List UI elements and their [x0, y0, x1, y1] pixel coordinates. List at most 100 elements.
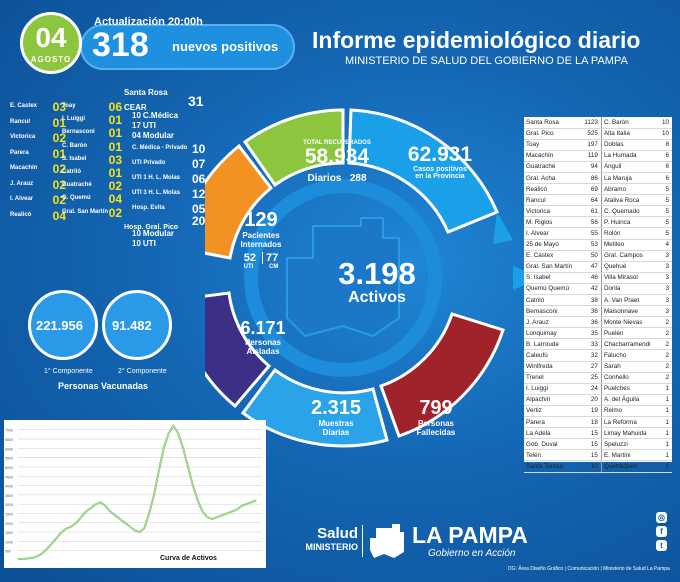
- segment-positives: [347, 108, 499, 234]
- locality-name: J. Arauz: [524, 316, 581, 329]
- locality-name: C. Quemado: [601, 205, 659, 218]
- table-row: E. Castex 50 Gral. Campos 3: [524, 250, 672, 262]
- sub-name: Modular: [142, 229, 175, 238]
- locality-count: 18: [580, 416, 602, 429]
- locality-name: Gob. Duval: [524, 438, 581, 451]
- deaths-block: 799 Personas Fallecidas: [396, 398, 476, 438]
- series-point: [36, 555, 39, 557]
- segment-samples: [240, 367, 389, 448]
- locality-name: Limay Mahuida: [601, 427, 659, 440]
- locality-name: Victorica: [524, 205, 581, 218]
- series-point: [197, 499, 199, 502]
- locality-name: La Adela: [524, 427, 581, 440]
- gral-pico-items: 10 Modular 10 UTI: [132, 229, 224, 249]
- locality-name: Relmo: [601, 405, 659, 418]
- series-point: [250, 501, 252, 503]
- series-point: [177, 432, 179, 435]
- segment-isolated: [205, 291, 272, 409]
- cm-label: CM: [269, 264, 279, 270]
- table-row: 25 de Mayo 53 Metileo 4: [524, 239, 672, 251]
- hospital-row: Victorica 02: [4, 131, 66, 147]
- locality-count: 24: [580, 383, 602, 395]
- table-row: Santa Rosa 1123 C. Barón 10: [524, 117, 672, 129]
- locality-name: Falucho: [601, 349, 659, 362]
- recovered-value: 58.934: [304, 145, 370, 168]
- locality-name: Vertiz: [524, 405, 581, 418]
- y-tick-label: 6500: [5, 438, 13, 442]
- locality-name: Bernasconi: [524, 305, 581, 318]
- locality-count: 1123: [580, 117, 602, 129]
- hospital-name: UTI 3 H. L. Molas: [132, 190, 181, 196]
- recovered-label: TOTAL RECUPERADOS: [303, 140, 371, 146]
- locality-count: 38: [580, 294, 602, 307]
- locality-count: 15: [580, 427, 602, 440]
- series-point: [85, 511, 87, 513]
- locality-name: Villa Mirasol: [601, 272, 659, 284]
- facebook-icon[interactable]: f: [656, 526, 667, 537]
- hospital-list-right: Santa Rosa CEAR 31 10 C.Médica 17 UTI 04 Modu…: [124, 88, 224, 249]
- table-row: Bernasconi 36 Maisonnave 3: [524, 305, 672, 318]
- table-row: Gral. San Martín 47 Quehué 3: [524, 261, 672, 273]
- hospital-name: J. Arauz: [10, 180, 34, 187]
- locality-count: 15: [580, 438, 602, 451]
- series-point: [167, 432, 170, 435]
- table-row: Gral. Pico 525 Alta Italia 10: [524, 128, 672, 140]
- active-value: 3.198: [338, 256, 416, 291]
- sub-row: 17 UTI: [132, 121, 224, 131]
- hospital-row: Catriló 01: [56, 166, 122, 180]
- series-point: [255, 499, 257, 502]
- hospital-row: Macachín 02: [4, 162, 66, 178]
- active-block: 3.198 Activos: [322, 258, 432, 307]
- vaccine-first-circle: [28, 290, 98, 360]
- vaccine-second-label: 2° Componente: [118, 368, 167, 375]
- twitter-icon[interactable]: t: [656, 540, 667, 551]
- locality-count: 3: [658, 261, 672, 273]
- locality-name: Catriló: [524, 294, 581, 307]
- hospital-row: I. Luiggi 01: [56, 113, 122, 127]
- locality-count: 3: [658, 305, 672, 318]
- locality-count: 10: [658, 117, 672, 129]
- locality-name: Gral. San Martín: [524, 261, 581, 273]
- hospital-count: 01: [52, 115, 66, 130]
- cear-label: CEAR: [124, 103, 147, 112]
- locality-name: I. Alvear: [524, 227, 581, 240]
- locality-count: 6: [658, 150, 672, 162]
- locality-count: 119: [580, 150, 602, 162]
- date-month: AGOSTO: [30, 55, 72, 64]
- isolated-label-1: Personas: [244, 338, 282, 347]
- table-row: La Adela 15 Limay Mahuida 1: [524, 427, 672, 440]
- hospital-name: Toay: [62, 103, 76, 109]
- positives-label-2: en la Provincia: [415, 173, 465, 180]
- instagram-icon[interactable]: ◎: [656, 512, 667, 523]
- hospital-name: Rancul: [10, 118, 31, 125]
- y-tick-label: 5500: [5, 457, 13, 461]
- locality-count: 1: [658, 405, 672, 418]
- recovered-daily-value: 288: [349, 173, 367, 184]
- series-point: [75, 522, 77, 524]
- sub-count: 04: [132, 131, 141, 140]
- table-row: Vertiz 19 Relmo 1: [524, 405, 672, 418]
- locality-table: Santa Rosa 1123 C. Barón 10 Gral. Pico 525 Alt…: [524, 117, 672, 473]
- locality-count: 3: [658, 272, 672, 284]
- hospitalized-value: 129: [244, 209, 278, 231]
- hospital-count: 07: [192, 157, 206, 171]
- locality-count: 27: [580, 361, 602, 373]
- locality-name: M. Riglos: [524, 216, 581, 229]
- series-point: [163, 447, 165, 449]
- positives-label-1: Casos positivos: [413, 166, 467, 173]
- locality-count: 8: [658, 139, 672, 151]
- hospitalized-label-1: Pacientes: [242, 231, 280, 240]
- series-point: [41, 552, 43, 555]
- hospital-name: Bernasconi: [62, 129, 95, 136]
- table-row: S. Isabel 46 Villa Mirasol 3: [524, 272, 672, 284]
- series-point: [119, 518, 121, 520]
- update-label: Actualización 20:00h: [94, 16, 203, 28]
- series-point: [211, 518, 213, 520]
- new-positives-count: 318: [92, 26, 149, 64]
- social-icons: ◎ f t: [656, 512, 670, 554]
- locality-name: S. Isabel: [524, 272, 581, 284]
- hospital-count: 02: [52, 131, 66, 145]
- sub-count: 17: [132, 121, 141, 130]
- locality-name: E. Martini: [601, 449, 659, 462]
- locality-count: 53: [580, 239, 602, 251]
